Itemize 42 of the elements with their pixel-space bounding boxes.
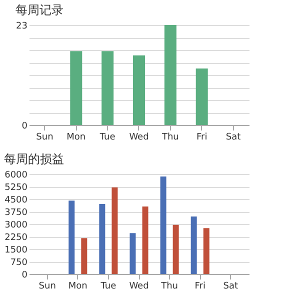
x-tick-label: Sun — [36, 132, 54, 142]
y-tick-label: 4500 — [4, 196, 28, 206]
chart-title: 每周的损益 — [4, 152, 64, 166]
bar — [160, 176, 166, 274]
bar — [190, 216, 197, 274]
bar — [68, 200, 75, 274]
x-tick-label: Tue — [98, 132, 116, 142]
x-tick-label: Sun — [38, 282, 56, 292]
chart-title: 每周记录 — [16, 3, 64, 17]
y-tick-label: 3000 — [4, 220, 28, 230]
bar — [203, 228, 210, 274]
x-tick-label: Tue — [100, 282, 117, 292]
x-tick-label: Mon — [66, 132, 86, 142]
x-tick-label: Wed — [129, 132, 149, 142]
x-tick-label: Fri — [196, 132, 208, 142]
bar — [142, 206, 148, 274]
y-tick-label: 0 — [22, 122, 28, 132]
y-tick-label: 3750 — [4, 208, 28, 218]
bar — [133, 55, 145, 125]
y-tick-label: 2250 — [4, 233, 28, 243]
y-tick-label: 750 — [10, 258, 28, 268]
bar — [112, 187, 118, 274]
y-tick-label: 5250 — [4, 183, 28, 193]
bar — [172, 224, 179, 274]
bar — [196, 68, 208, 125]
x-tick-label: Sat — [226, 132, 242, 142]
y-tick-label: 1500 — [4, 246, 28, 256]
y-tick-label: 6000 — [4, 170, 28, 180]
x-tick-label: Fri — [194, 282, 206, 292]
y-tick-label: 0 — [22, 270, 28, 280]
bar — [130, 233, 136, 274]
bar — [102, 51, 114, 125]
x-tick-label: Wed — [129, 282, 149, 292]
bar — [164, 25, 176, 125]
x-tick-label: Thu — [160, 132, 179, 142]
bar — [99, 204, 106, 274]
bar — [70, 51, 82, 125]
x-tick-label: Sat — [223, 282, 239, 292]
bar — [81, 238, 88, 274]
x-tick-label: Mon — [68, 282, 88, 292]
y-tick-label: 23 — [16, 22, 28, 32]
x-tick-label: Thu — [160, 282, 178, 292]
